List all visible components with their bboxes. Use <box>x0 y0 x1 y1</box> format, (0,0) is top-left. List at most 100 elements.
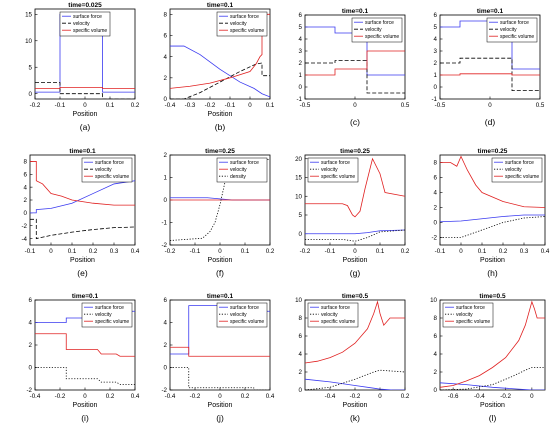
series-line-surface-force <box>305 229 405 235</box>
panel-caption: (k) <box>350 413 360 423</box>
x-tick-label: 0.1 <box>68 248 77 255</box>
x-axis-label: Position <box>208 257 233 264</box>
series-line-velocity <box>440 216 545 238</box>
x-tick-label: 0 <box>378 393 382 400</box>
x-tick-label: -0.5 <box>300 102 311 109</box>
legend-entry: specific volume <box>230 319 264 325</box>
chart-title: time=0.5 <box>479 293 506 300</box>
legend-entry: surface force <box>73 14 102 20</box>
y-tick-label: 4 <box>299 36 303 43</box>
chart-panel-c: time=0.1 -0.5 0 0.5 -1 0 1 2 3 4 5 6 (c) surface forc… <box>296 8 409 127</box>
panel-caption: (c) <box>350 117 360 127</box>
y-tick-label: 3 <box>434 48 438 55</box>
x-tick-label: 0 <box>218 248 222 255</box>
legend-entry: surface force <box>500 20 529 26</box>
legend-entry: surface force <box>230 14 259 20</box>
series-line-specific-volume <box>305 300 405 364</box>
panel-caption: (g) <box>350 268 361 278</box>
y-tick-label: 8 <box>434 160 438 167</box>
x-tick-label: 0 <box>459 248 463 255</box>
x-tick-label: 0.2 <box>89 248 98 255</box>
x-tick-label: -0.1 <box>190 248 201 255</box>
y-tick-label: 6 <box>24 171 28 178</box>
panel-caption: (i) <box>81 413 89 423</box>
legend-entry: surface force <box>230 160 259 166</box>
legend-entry: specific volume <box>230 28 264 34</box>
y-tick-label: 4 <box>164 54 168 61</box>
legend-entry: surface force <box>230 305 259 311</box>
chart-panel-l: time=0.5 -0.6 -0.4 -0.2 0 0 2 4 6 8 10 Position (l) s… <box>430 293 546 423</box>
y-tick-label: 15 <box>25 11 32 18</box>
panel-caption: (b) <box>215 122 226 132</box>
chart-panel-i: time=0.1 -0.4 -0.2 0 0.2 0.4 -2 0 2 4 6 Position (i)… <box>26 293 139 423</box>
legend-entry: velocity <box>500 27 517 33</box>
series-line-velocity <box>305 60 405 94</box>
x-tick-label: -0.2 <box>165 248 176 255</box>
panel-caption: (e) <box>77 268 88 278</box>
series-line-surface-force <box>440 382 545 390</box>
series-line-velocity <box>35 82 135 99</box>
y-tick-label: 6 <box>434 333 438 340</box>
y-tick-label: -1 <box>431 96 437 103</box>
y-tick-label: 8 <box>164 11 168 18</box>
y-tick-label: -1 <box>296 96 302 103</box>
y-tick-label: 1 <box>434 72 438 79</box>
x-tick-label: -0.1 <box>55 102 66 109</box>
x-tick-label: 0.1 <box>241 248 250 255</box>
y-tick-label: 6 <box>164 297 168 304</box>
y-tick-label: 0 <box>434 84 438 91</box>
legend-entry: velocity <box>505 167 522 173</box>
chart-title: time=0.1 <box>69 148 96 155</box>
x-tick-label: 0.5 <box>536 102 545 109</box>
y-tick-label: 0 <box>434 220 438 227</box>
series-line-specific-volume <box>305 50 405 76</box>
x-tick-label: 0.4 <box>131 393 140 400</box>
chart-panel-g: time=0.25 -0.2 -0.1 0 0.1 0.2 0 5 10 15 20 Position… <box>295 148 410 278</box>
x-tick-label: 0.2 <box>106 393 115 400</box>
x-tick-label: 0.1 <box>106 102 115 109</box>
x-tick-label: 0.1 <box>478 248 487 255</box>
x-axis-label: Position <box>70 257 95 264</box>
chart-panel-j: time=0.1 -0.4 -0.2 0 0.2 0.4 -2 0 2 4 6 Position (j)… <box>161 293 274 423</box>
y-tick-label: 2 <box>299 369 303 376</box>
series-line-surface-force <box>30 180 135 214</box>
x-tick-label: 0.2 <box>401 393 410 400</box>
y-tick-label: 0 <box>434 387 438 394</box>
x-tick-label: -0.2 <box>500 393 511 400</box>
chart-title: time=0.1 <box>477 8 504 15</box>
legend-entry: specific volume <box>321 319 355 325</box>
legend-entry: surface force <box>456 305 485 311</box>
x-axis-label: Position <box>73 111 98 118</box>
y-tick-label: 10 <box>430 297 437 304</box>
panel-caption: (f) <box>216 268 224 278</box>
chart-panel-k: time=0.5 -0.4 -0.2 0 0.2 0 2 4 6 8 10 Position (k) su… <box>295 293 410 423</box>
x-tick-label: 0 <box>488 102 492 109</box>
x-tick-label: 0.3 <box>520 248 529 255</box>
chart-title: time=0.25 <box>478 148 508 155</box>
legend-box <box>216 157 268 183</box>
y-tick-label: 8 <box>24 159 28 166</box>
legend-entry: velocity <box>321 312 338 318</box>
x-tick-label: -0.2 <box>350 393 361 400</box>
y-tick-label: 15 <box>295 175 302 182</box>
y-tick-label: 4 <box>434 36 438 43</box>
legend-entry: surface force <box>95 160 124 166</box>
series-line-surface-force <box>305 26 405 76</box>
y-tick-label: 6 <box>29 297 33 304</box>
y-tick-label: 4 <box>434 351 438 358</box>
legend-entry: velocity <box>365 27 382 33</box>
y-tick-label: 10 <box>25 38 32 45</box>
y-tick-label: 2 <box>164 75 168 82</box>
x-tick-label: -0.4 <box>165 102 176 109</box>
legend-entry: surface force <box>321 160 350 166</box>
x-tick-label: -0.1 <box>25 248 36 255</box>
y-tick-label: 5 <box>29 64 33 71</box>
